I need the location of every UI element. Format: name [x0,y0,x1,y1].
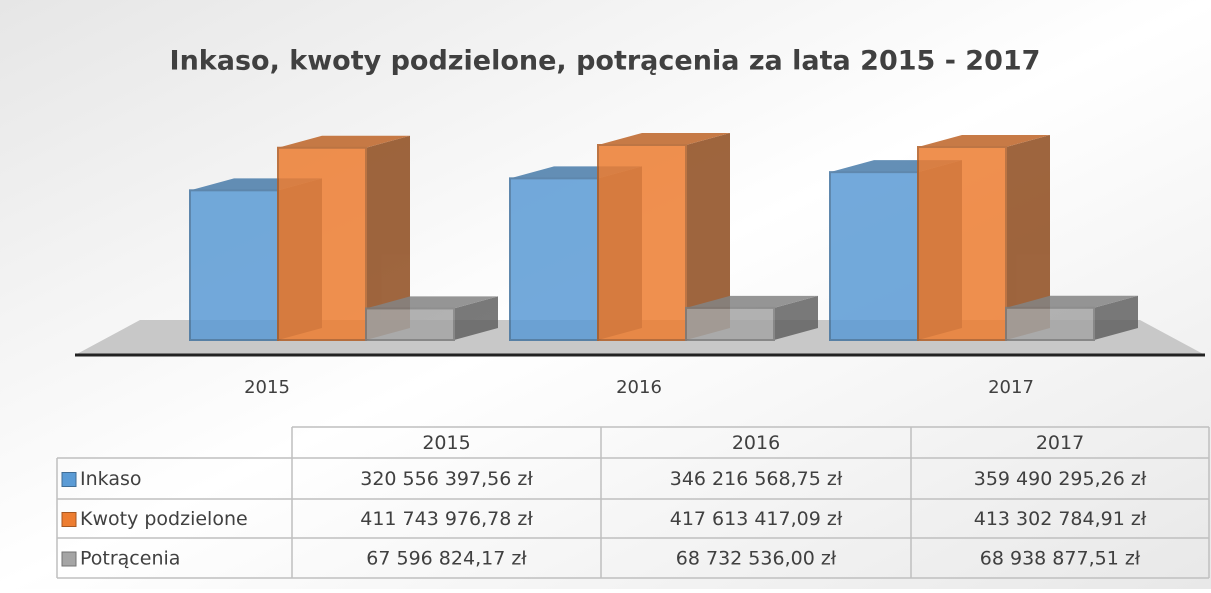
bar-face [917,146,1007,341]
table-cell: 320 556 397,56 zł [360,468,533,490]
table-header: 2015 [422,432,470,454]
bar-top [918,135,1050,148]
table-cell: 346 216 568,75 zł [670,468,843,490]
table-header: 2016 [732,432,780,454]
x-tick-label: 2016 [616,377,662,398]
table-header: 2017 [1036,432,1084,454]
table-cell: 359 490 295,26 zł [974,468,1147,490]
table-cell: 68 732 536,00 zł [676,548,837,570]
bar [917,135,1050,341]
bar-top [598,133,730,145]
bar [277,135,410,341]
table-cell: 68 938 877,51 zł [980,548,1141,570]
bar [685,295,818,341]
bar-face [1005,306,1095,342]
bar-top [366,296,498,309]
bar-side [1094,295,1138,340]
x-tick-label: 2017 [988,377,1034,398]
table-cell: 413 302 784,91 zł [974,508,1147,530]
bar [597,133,730,341]
bar-side [366,135,410,340]
table-cell: 417 613 417,09 zł [670,508,843,530]
x-tick-label: 2015 [244,377,290,398]
bar-top [686,295,818,308]
bar-top [278,135,410,148]
legend-label: Kwoty podzielone [80,508,248,530]
bar-face [365,307,455,341]
bar-face [597,144,687,341]
legend-label: Inkaso [80,468,141,490]
bar [365,296,498,341]
legend-key [61,512,77,527]
chart-title: Inkaso, kwoty podzielone, potrącenia za … [170,46,1041,77]
bar-face [829,171,919,341]
table-cell: 67 596 824,17 zł [366,548,527,570]
bar-face [277,146,367,341]
bar-top [1006,295,1138,308]
table-cell: 411 743 976,78 zł [360,508,533,530]
bar-face [189,189,279,341]
legend-label: Potrącenia [80,548,180,570]
bar-face [685,306,775,341]
bar-side [1006,135,1050,340]
bar-face [509,177,599,341]
legend-key [61,551,77,567]
bar [1005,295,1138,342]
bar-side [774,295,818,340]
bar-side [454,296,498,340]
bar-side [686,133,730,340]
legend-key [61,472,77,487]
